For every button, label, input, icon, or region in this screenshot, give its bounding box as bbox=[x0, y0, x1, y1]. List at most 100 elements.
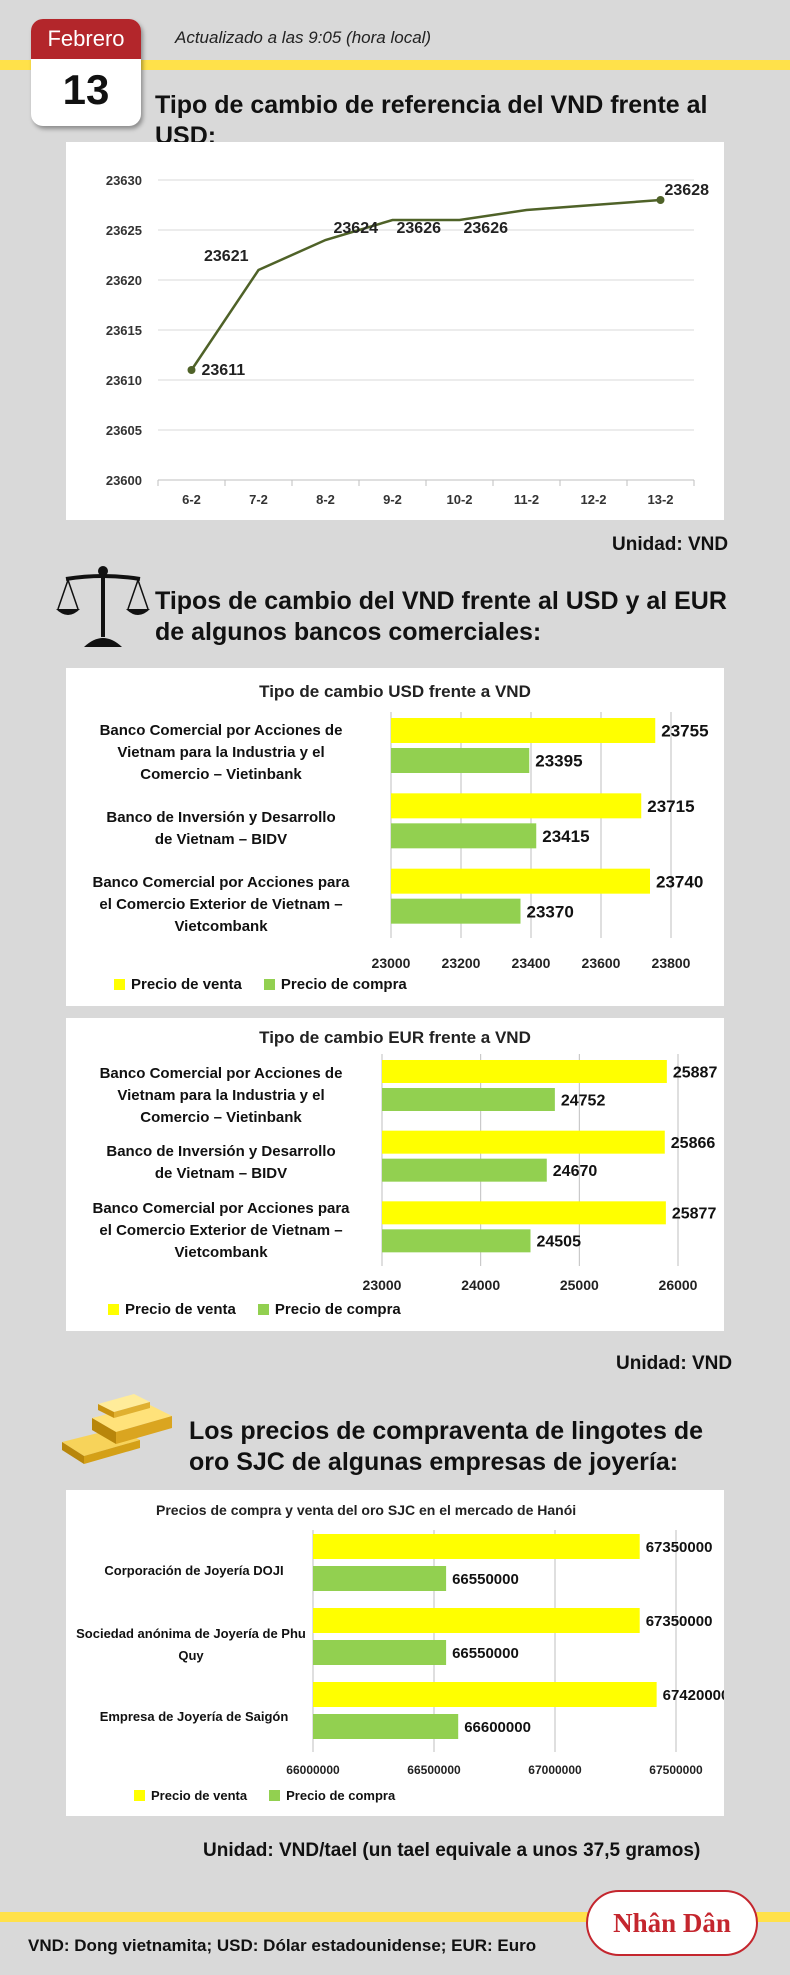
sell-bar bbox=[382, 1060, 667, 1083]
usd-legend: Precio de venta Precio de compra bbox=[114, 976, 429, 993]
x-tick-label: 67000000 bbox=[528, 1763, 582, 1777]
data-label: 23628 bbox=[665, 182, 710, 199]
sell-bar bbox=[391, 793, 642, 819]
buy-bar bbox=[313, 1714, 459, 1739]
x-tick-label: 26000 bbox=[659, 1277, 698, 1293]
buy-bar bbox=[391, 748, 530, 773]
gold-category-label: Sociedad anónima de Joyería de Phu Quy bbox=[76, 1626, 306, 1663]
bar-value-label: 23395 bbox=[535, 752, 582, 771]
bar-value-label: 66550000 bbox=[452, 1571, 519, 1588]
data-label: 23624 bbox=[334, 220, 379, 237]
x-tick-label: 23200 bbox=[442, 955, 481, 971]
sell-bar bbox=[391, 868, 650, 894]
usd-chart-title: Tipo de cambio USD frente a VND bbox=[259, 682, 531, 701]
buy-bar bbox=[391, 823, 537, 849]
x-tick-label: 66500000 bbox=[407, 1763, 461, 1777]
x-tick-label: 23600 bbox=[582, 955, 621, 971]
legend-buy-label: Precio de compra bbox=[274, 1301, 401, 1318]
x-tick-label: 12-2 bbox=[580, 492, 606, 507]
x-tick-label: 24000 bbox=[461, 1277, 500, 1293]
section3-title: Los precios de compraventa de lingotes d… bbox=[189, 1417, 704, 1476]
x-tick-label: 7-2 bbox=[249, 492, 268, 507]
gold-legend: Precio de venta Precio de compra bbox=[134, 1788, 417, 1803]
usd-bar-chart: 23000 23200 23400 23600 23800 23755 23715 23740… bbox=[372, 712, 709, 971]
y-tick-label: 23630 bbox=[106, 173, 142, 188]
data-point bbox=[187, 366, 196, 374]
x-tick-label: 25000 bbox=[560, 1277, 599, 1293]
x-tick-label: 23800 bbox=[652, 955, 691, 971]
x-tick-label: 8-2 bbox=[316, 492, 335, 507]
section3-unit: Unidad: VND/tael (un tael equivale a uno… bbox=[203, 1840, 701, 1861]
buy-bar bbox=[382, 1229, 531, 1253]
usd-chart-panel: Tipo de cambio USD frente a VND Banco Co… bbox=[66, 668, 724, 1006]
gold-chart-panel: Precios de compra y venta del oro SJC en… bbox=[66, 1490, 724, 1816]
updated-time: Actualizado a las 9:05 (hora local) bbox=[175, 28, 432, 47]
bar-value-label: 23370 bbox=[527, 902, 574, 921]
bar-value-label: 25877 bbox=[672, 1206, 717, 1223]
bar-value-label: 67350000 bbox=[646, 1539, 713, 1556]
buy-bar bbox=[313, 1640, 447, 1665]
legend-sell-label: Precio de venta bbox=[125, 1301, 236, 1318]
calendar-month: Febrero bbox=[31, 19, 141, 59]
sell-bar bbox=[313, 1534, 640, 1559]
bar-value-label: 67420000 bbox=[663, 1687, 724, 1704]
x-tick-label: 10-2 bbox=[446, 492, 472, 507]
x-tick-label: 66000000 bbox=[286, 1763, 340, 1777]
bar-value-label: 66550000 bbox=[452, 1645, 519, 1662]
usd-category-label: Banco de Inversión y Desarrollo de Vietn… bbox=[106, 809, 336, 848]
series-line bbox=[190, 198, 661, 371]
y-tick-label: 23620 bbox=[106, 273, 142, 288]
gold-category-label: Corporación de Joyería DOJI bbox=[104, 1563, 284, 1578]
usd-category-label: Banco Comercial por Acciones de Vietnam … bbox=[99, 722, 343, 783]
x-tick-label: 11-2 bbox=[514, 492, 539, 507]
x-tick-label: 6-2 bbox=[182, 492, 201, 507]
eur-category-label: Banco Comercial por Acciones para el Com… bbox=[92, 1200, 350, 1261]
legend-sell-label: Precio de venta bbox=[151, 1788, 248, 1803]
scales-icon bbox=[56, 566, 150, 647]
y-tick-label: 23600 bbox=[106, 473, 142, 488]
sell-bar bbox=[313, 1608, 640, 1633]
bar-value-label: 25887 bbox=[673, 1064, 718, 1081]
sell-bar bbox=[382, 1201, 666, 1225]
data-label: 23621 bbox=[204, 248, 249, 265]
bar-value-label: 67350000 bbox=[646, 1613, 713, 1630]
x-tick-label: 23000 bbox=[372, 955, 411, 971]
x-tick-label: 23000 bbox=[363, 1277, 402, 1293]
bar-value-label: 66600000 bbox=[464, 1719, 531, 1736]
eur-category-label: Banco de Inversión y Desarrollo de Vietn… bbox=[106, 1143, 336, 1182]
legend-sell-label: Precio de venta bbox=[131, 976, 242, 993]
header-band bbox=[0, 60, 790, 70]
sell-bar bbox=[391, 718, 656, 743]
footer-band bbox=[0, 1912, 790, 1922]
legend-buy-label: Precio de compra bbox=[280, 976, 407, 993]
line-chart: 23600 23605 23610 23615 23620 23625 23630 6-2 7-… bbox=[106, 173, 710, 507]
x-tick-label: 13-2 bbox=[647, 492, 673, 507]
section2-unit: Unidad: VND bbox=[616, 1353, 733, 1374]
bar-value-label: 23740 bbox=[656, 872, 703, 891]
y-tick-label: 23625 bbox=[106, 223, 142, 238]
x-tick-label: 67500000 bbox=[649, 1763, 703, 1777]
bar-value-label: 25866 bbox=[671, 1135, 716, 1152]
usd-category-label: Banco Comercial por Acciones para el Com… bbox=[92, 874, 350, 935]
calendar-day: 13 bbox=[62, 66, 110, 113]
y-tick-label: 23605 bbox=[106, 423, 142, 438]
buy-bar bbox=[382, 1088, 555, 1111]
bar-value-label: 24505 bbox=[536, 1234, 581, 1251]
sell-bar bbox=[382, 1130, 665, 1154]
eur-bar-chart: 23000 24000 25000 26000 25887 25866 25877 24752… bbox=[363, 1054, 718, 1293]
bar-value-label: 23715 bbox=[647, 797, 694, 816]
eur-legend: Precio de venta Precio de compra bbox=[108, 1301, 423, 1318]
nhandan-logo: Nhân Dân bbox=[586, 1890, 758, 1956]
data-label: 23611 bbox=[202, 362, 246, 379]
data-point bbox=[656, 196, 665, 204]
bar-value-label: 23755 bbox=[661, 722, 708, 741]
gold-bars-icon bbox=[62, 1394, 172, 1464]
eur-category-label: Banco Comercial por Acciones de Vietnam … bbox=[99, 1065, 343, 1126]
section1-unit: Unidad: VND bbox=[612, 534, 729, 555]
gold-bar-chart: 66000000 66500000 67000000 67500000 67350000… bbox=[286, 1530, 724, 1777]
buy-bar bbox=[382, 1158, 547, 1182]
x-tick-label: 9-2 bbox=[383, 492, 402, 507]
bar-value-label: 24752 bbox=[561, 1092, 606, 1109]
data-label: 23626 bbox=[397, 220, 442, 237]
footer-legend: VND: Dong vietnamita; USD: Dólar estadou… bbox=[28, 1936, 537, 1955]
